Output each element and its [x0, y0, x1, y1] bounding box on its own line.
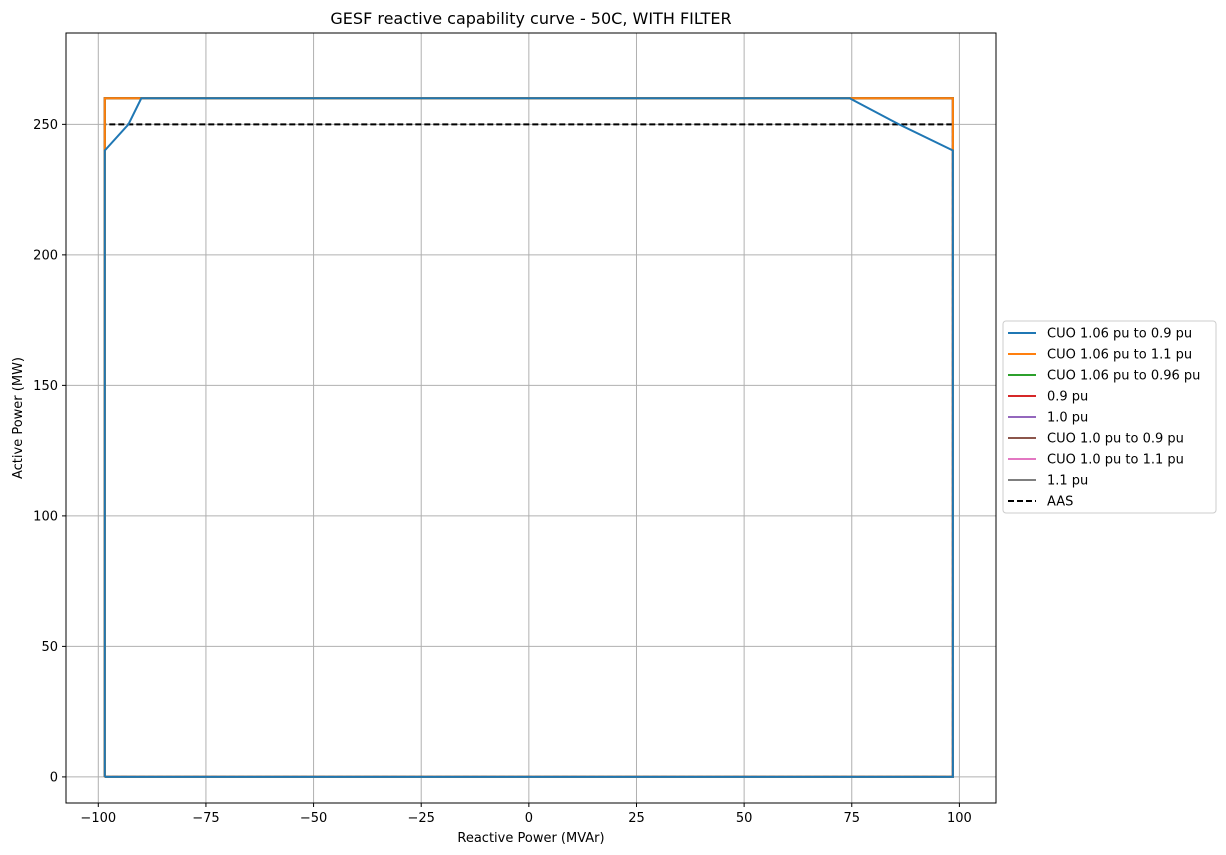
x-tick-label: −25 — [407, 811, 434, 826]
x-axis-label: Reactive Power (MVAr) — [457, 831, 604, 846]
x-tick-label: 50 — [736, 811, 753, 826]
legend: CUO 1.06 pu to 0.9 pu CUO 1.06 pu to 1.1 … — [1002, 320, 1217, 514]
legend-label: CUO 1.06 pu to 0.9 pu — [1047, 327, 1192, 342]
legend-label: AAS — [1047, 495, 1073, 510]
x-tick-label: −75 — [192, 811, 219, 826]
legend-label: CUO 1.06 pu to 0.96 pu — [1047, 369, 1200, 384]
y-axis-label: Active Power (MW) — [11, 357, 26, 479]
x-tick-label: 75 — [843, 811, 860, 826]
series-line-0 — [103, 97, 954, 778]
legend-label: 0.9 pu — [1047, 390, 1088, 405]
x-tick-label: 25 — [628, 811, 645, 826]
legend-label: 1.1 pu — [1047, 474, 1088, 489]
legend-label: CUO 1.0 pu to 0.9 pu — [1047, 432, 1184, 447]
axis-ticks: −100 −75 −50 −25 0 25 50 75 100 0 50 100 150 200 250 — [33, 118, 972, 826]
y-tick-label: 200 — [33, 248, 58, 263]
plot-frame — [65, 32, 997, 804]
y-tick-label: 100 — [33, 509, 58, 524]
y-tick-label: 150 — [33, 379, 58, 394]
legend-label: CUO 1.0 pu to 1.1 pu — [1047, 453, 1184, 468]
plot-lines — [103, 97, 954, 778]
y-tick-label: 250 — [33, 118, 58, 133]
y-tick-label: 0 — [50, 770, 58, 785]
x-tick-label: −50 — [300, 811, 327, 826]
legend-frame — [1002, 320, 1217, 514]
y-tick-label: 50 — [41, 640, 58, 655]
legend-label: CUO 1.06 pu to 1.1 pu — [1047, 348, 1192, 363]
grid — [66, 33, 996, 803]
x-tick-label: 0 — [525, 811, 533, 826]
legend-label: 1.0 pu — [1047, 411, 1088, 426]
x-tick-label: −100 — [80, 811, 116, 826]
chart-title: GESF reactive capability curve - 50C, WI… — [330, 9, 731, 28]
x-tick-label: 100 — [947, 811, 972, 826]
